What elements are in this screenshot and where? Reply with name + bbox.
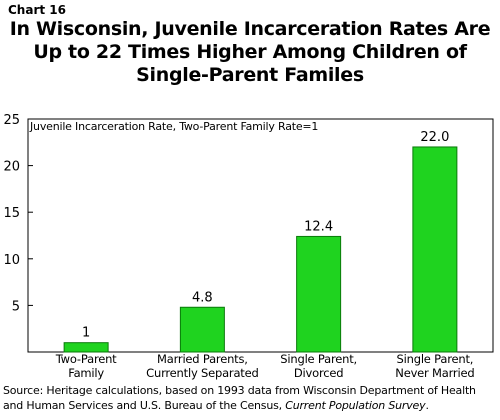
x-category-label: Currently Separated — [146, 366, 258, 380]
bar-value-label: 22.0 — [420, 130, 449, 145]
source-suffix: . — [425, 399, 429, 412]
y-tick-label: 20 — [3, 160, 20, 175]
x-category-label: Single Parent, — [280, 352, 357, 366]
x-category-label: Married Parents, — [157, 352, 248, 366]
bar — [63, 342, 109, 353]
x-category-label: Divorced — [294, 366, 343, 380]
title-line: In Wisconsin, Juvenile Incarceration Rat… — [9, 18, 491, 40]
bar — [412, 146, 458, 353]
x-category-label: Single Parent, — [397, 352, 474, 366]
bar — [296, 235, 342, 353]
x-category-label: Two-Parent — [55, 352, 117, 366]
y-axis-label: Juvenile Incarceration Rate, Two-Parent … — [29, 120, 318, 133]
y-tick-label: 10 — [3, 253, 20, 268]
source-text: Source: Heritage calculations, based on … — [3, 384, 476, 412]
bar — [179, 306, 225, 353]
source-note: Source: Heritage calculations, based on … — [3, 383, 497, 413]
x-category-label: Never Married — [395, 366, 474, 380]
y-tick-label: 15 — [3, 206, 20, 221]
plot-frame — [27, 118, 494, 353]
title-line: Single-Parent Familes — [136, 64, 364, 86]
bar-value-label: 4.8 — [192, 290, 213, 305]
bar-value-label: 12.4 — [304, 219, 333, 234]
title-line: Up to 22 Times Higher Among Children of — [33, 41, 467, 63]
source-publication: Current Population Survey — [285, 399, 426, 412]
y-tick-label: 25 — [3, 113, 20, 128]
y-tick-label: 5 — [12, 299, 20, 314]
chart-title: In Wisconsin, Juvenile Incarceration Rat… — [0, 18, 500, 87]
bar-value-label: 1 — [82, 326, 90, 341]
chart-number: Chart 16 — [8, 3, 66, 17]
x-category-label: Family — [68, 366, 104, 380]
